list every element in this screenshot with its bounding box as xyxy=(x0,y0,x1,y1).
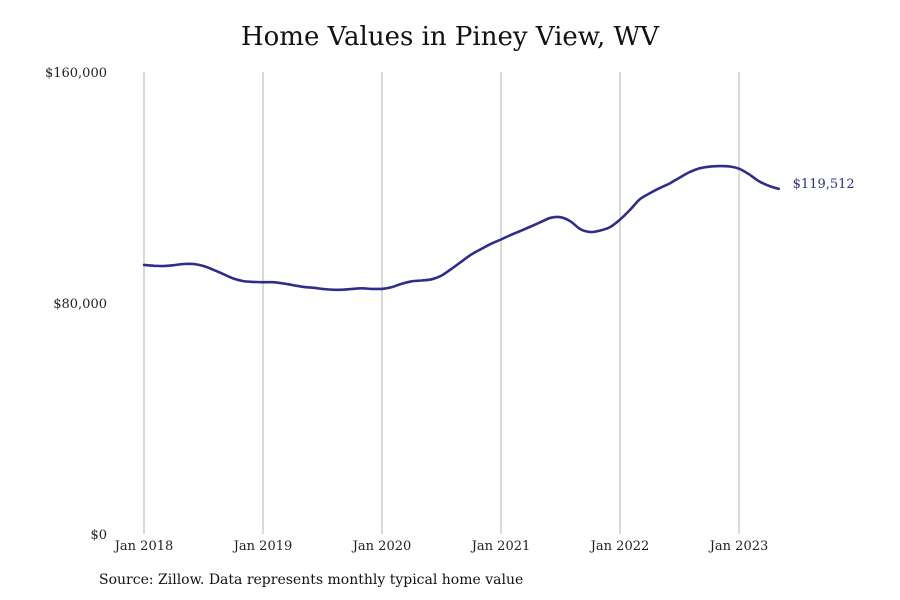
x-tick-label: Jan 2019 xyxy=(232,539,293,554)
end-value-label: $119,512 xyxy=(793,177,855,192)
y-axis-tick-labels: $0 $80,000 $160,000 xyxy=(45,66,107,543)
y-tick-label: $160,000 xyxy=(45,66,107,81)
x-axis-tick-labels: Jan 2018 Jan 2019 Jan 2020 Jan 2021 Jan 2022… xyxy=(113,539,769,554)
x-tick-label: Jan 2021 xyxy=(470,539,531,554)
y-tick-label: $80,000 xyxy=(53,297,107,312)
chart-title: Home Values in Piney View, WV xyxy=(240,22,660,52)
home-value-line xyxy=(142,164,780,292)
x-tick-label: Jan 2023 xyxy=(708,539,769,554)
end-value-label-group: $119,512 xyxy=(793,177,855,192)
series-lines xyxy=(142,164,780,292)
vertical-gridlines xyxy=(143,72,740,534)
source-note: Source: Zillow. Data represents monthly … xyxy=(99,572,524,588)
x-tick-label: Jan 2020 xyxy=(351,539,412,554)
y-tick-label: $0 xyxy=(90,528,107,543)
x-tick-label: Jan 2022 xyxy=(589,539,650,554)
x-tick-label: Jan 2018 xyxy=(113,539,174,554)
